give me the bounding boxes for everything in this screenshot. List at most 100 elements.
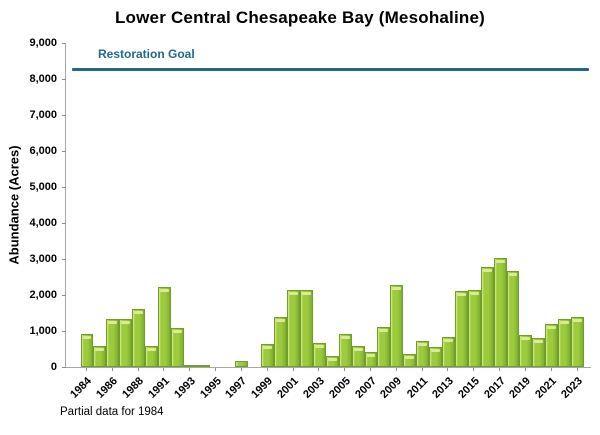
x-tick: [369, 368, 371, 371]
bar-2017: [493, 257, 507, 367]
bar-top-highlight: [159, 289, 169, 293]
bar-2023: [571, 317, 584, 367]
bar-2016: [480, 266, 494, 367]
y-tick: [62, 187, 66, 188]
bar-1990: [145, 346, 158, 367]
bar-2004: [325, 356, 339, 367]
bar-top-highlight: [482, 268, 492, 272]
x-tick: [576, 368, 578, 371]
x-tick-label-1997: 1997: [223, 375, 250, 401]
bar-2000: [274, 317, 288, 367]
bar-2001: [287, 289, 300, 367]
y-tick: [62, 259, 66, 260]
bar-1999: [261, 343, 275, 367]
bar-top-highlight: [108, 320, 118, 324]
bar-2002: [299, 289, 313, 367]
y-tick-label: 7,000: [29, 108, 57, 121]
bar-top-highlight: [172, 329, 182, 333]
x-tick-label-2009: 2009: [378, 375, 405, 401]
bar-top-highlight: [301, 291, 311, 295]
bar-top-highlight: [82, 336, 92, 340]
bar-top-highlight: [95, 348, 105, 352]
bar-2018: [506, 271, 520, 367]
plot-area: Restoration Goal: [65, 43, 591, 368]
y-axis: 0 1,000 2,000 3,000 4,000 5,000 6,000 7,000 8,00…: [0, 37, 66, 373]
x-tick: [215, 368, 217, 371]
bar-2022: [558, 319, 572, 367]
bar-1997: [235, 361, 249, 367]
x-tick: [318, 368, 320, 371]
x-axis-labels: 1984 1986 1988 1991 1993 1995 1997 1999 2001 2003…: [65, 368, 590, 408]
x-tick-label-1995: 1995: [197, 375, 224, 401]
x-tick: [550, 368, 552, 371]
y-tick: [62, 367, 66, 368]
bar-top-highlight: [392, 286, 402, 290]
bar-top-highlight: [289, 291, 298, 295]
bar-top-highlight: [263, 345, 273, 349]
bar-top-highlight: [379, 328, 389, 332]
bar-top-highlight: [405, 356, 415, 360]
y-tick-label: 5,000: [29, 180, 57, 193]
bar-top-highlight: [353, 348, 363, 352]
bar-top-highlight: [456, 293, 466, 297]
x-tick-label-2021: 2021: [533, 375, 560, 401]
bar-2014: [454, 291, 468, 367]
x-tick: [111, 368, 113, 371]
bar-top-highlight: [314, 344, 324, 348]
bar-top-highlight: [134, 310, 144, 314]
bar-top-highlight: [547, 326, 557, 330]
x-tick-label-2015: 2015: [455, 375, 482, 401]
y-tick-label: 2,000: [29, 288, 57, 301]
bar-top-highlight: [521, 337, 531, 341]
bar-2012: [429, 346, 442, 367]
bar-2010: [403, 354, 417, 367]
bar-2007: [364, 351, 378, 367]
x-tick: [499, 368, 501, 371]
bar-top-highlight: [431, 348, 440, 352]
x-tick: [189, 368, 191, 371]
x-tick-label-1999: 1999: [249, 375, 276, 401]
y-tick-label: 9,000: [29, 36, 57, 49]
bar-top-highlight: [418, 343, 428, 347]
bar-2021: [545, 324, 559, 367]
restoration-goal-label: Restoration Goal: [98, 47, 195, 61]
bar-2015: [467, 289, 481, 367]
bar-2009: [390, 284, 404, 367]
bar-1986: [106, 318, 120, 367]
restoration-goal-line: [72, 67, 589, 71]
bar-2011: [416, 341, 430, 367]
bar-top-highlight: [121, 320, 131, 324]
bar-top-highlight: [573, 319, 582, 323]
y-tick: [62, 331, 66, 332]
bar-2008: [377, 326, 391, 367]
chart-title: Lower Central Chesapeake Bay (Mesohaline…: [114, 8, 486, 27]
x-tick: [524, 368, 526, 371]
x-tick-label-2007: 2007: [352, 375, 379, 401]
y-tick-label: 8,000: [29, 72, 57, 85]
x-tick-label-1986: 1986: [94, 375, 121, 401]
bar-top-highlight: [495, 259, 505, 263]
bar-1994: [196, 365, 210, 367]
y-tick-label: 0: [50, 360, 57, 373]
bar-2019: [519, 335, 533, 367]
y-tick-label: 3,000: [29, 252, 57, 265]
x-tick: [163, 368, 165, 371]
bar-1993: [183, 365, 197, 367]
bar-top-highlight: [443, 338, 453, 342]
bar-1985: [93, 346, 107, 367]
x-tick: [473, 368, 475, 371]
x-tick: [344, 368, 346, 371]
bar-1984: [80, 334, 94, 367]
x-tick: [137, 368, 139, 371]
x-tick: [240, 368, 242, 371]
bar-top-highlight: [508, 273, 518, 277]
bar-2006: [351, 346, 365, 367]
x-tick: [447, 368, 449, 371]
bar-top-highlight: [560, 321, 570, 325]
bar-top-highlight: [327, 358, 337, 362]
x-tick: [421, 368, 423, 371]
bar-1988: [132, 308, 146, 367]
x-tick: [395, 368, 397, 371]
x-tick: [292, 368, 294, 371]
